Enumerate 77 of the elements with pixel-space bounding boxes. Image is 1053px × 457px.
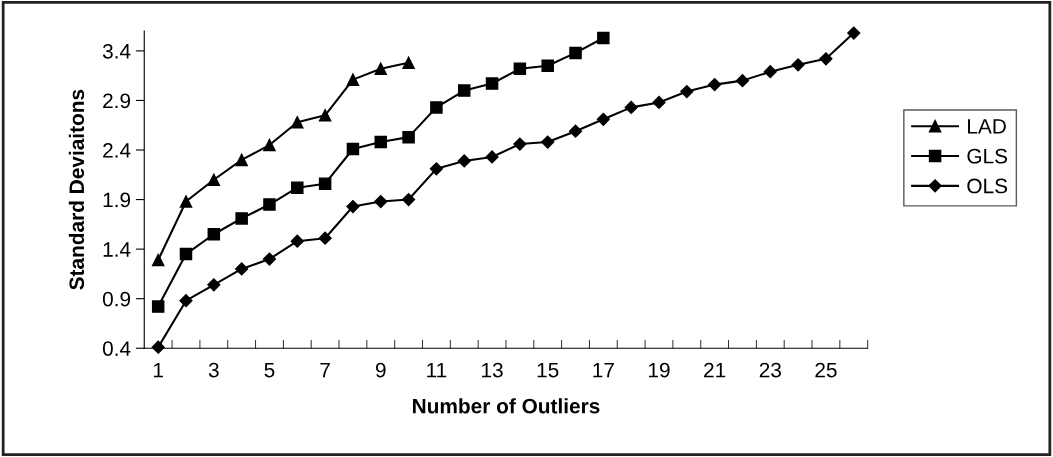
point bbox=[847, 26, 861, 40]
x-tick-label: 11 bbox=[427, 362, 447, 378]
x-tick-label: 15 bbox=[537, 362, 559, 378]
legend-label: LAD bbox=[968, 119, 1006, 134]
point bbox=[374, 135, 388, 149]
x-tick-label: 19 bbox=[649, 362, 670, 378]
point bbox=[680, 84, 694, 99]
x-tick-label: 5 bbox=[264, 362, 275, 378]
point bbox=[318, 231, 332, 245]
point bbox=[179, 195, 193, 208]
x-tick-label: 17 bbox=[593, 362, 614, 378]
point bbox=[485, 77, 499, 90]
point bbox=[569, 46, 582, 60]
point bbox=[429, 162, 443, 176]
point bbox=[290, 234, 304, 248]
point bbox=[401, 192, 416, 207]
point bbox=[263, 138, 276, 152]
point bbox=[263, 198, 276, 211]
point bbox=[541, 135, 555, 149]
x-axis-title: Number of Outliers bbox=[413, 398, 600, 414]
point bbox=[179, 247, 193, 261]
point bbox=[291, 116, 304, 129]
point bbox=[457, 84, 471, 97]
point bbox=[346, 199, 360, 214]
point bbox=[346, 73, 360, 86]
point bbox=[346, 142, 360, 156]
point bbox=[568, 124, 583, 138]
y-tick-label: 3.4 bbox=[102, 43, 131, 59]
point bbox=[207, 173, 221, 186]
point bbox=[207, 228, 221, 241]
legend-label: GLS bbox=[967, 148, 1008, 164]
point bbox=[235, 153, 248, 167]
point bbox=[708, 78, 722, 92]
x-tick-label: 23 bbox=[759, 362, 781, 378]
x-tick-label: 21 bbox=[704, 362, 726, 378]
point bbox=[513, 137, 527, 151]
point bbox=[485, 150, 499, 164]
legend-label: OLS bbox=[967, 178, 1008, 194]
point bbox=[763, 65, 777, 79]
point bbox=[151, 300, 165, 313]
point bbox=[207, 278, 221, 292]
point bbox=[318, 109, 332, 122]
y-tick-label: 2.4 bbox=[103, 143, 131, 158]
point bbox=[430, 101, 443, 114]
point bbox=[513, 62, 527, 75]
point bbox=[652, 95, 666, 110]
point bbox=[235, 262, 249, 276]
point bbox=[151, 253, 165, 267]
point bbox=[291, 181, 304, 194]
point bbox=[735, 74, 750, 88]
point bbox=[457, 154, 471, 168]
y-axis-title: Standard Deviaitons bbox=[68, 89, 85, 290]
y-tick-label: 0.9 bbox=[102, 291, 131, 307]
y-tick-label: 1.4 bbox=[103, 242, 131, 257]
x-tick-label: 7 bbox=[320, 362, 330, 378]
point bbox=[597, 31, 610, 45]
x-tick-label: 1 bbox=[153, 362, 163, 378]
x-tick-label: 13 bbox=[482, 362, 503, 378]
point bbox=[541, 59, 554, 73]
point bbox=[318, 177, 332, 190]
point bbox=[624, 100, 638, 114]
x-tick-label: 25 bbox=[815, 362, 837, 378]
point bbox=[402, 56, 415, 70]
x-tick-label: 9 bbox=[375, 362, 386, 378]
point bbox=[235, 212, 248, 225]
y-tick-label: 0.4 bbox=[102, 341, 131, 356]
point bbox=[374, 62, 388, 75]
point bbox=[262, 252, 277, 266]
point bbox=[791, 58, 805, 72]
point bbox=[179, 294, 193, 308]
point bbox=[596, 112, 610, 126]
y-tick-label: 2.9 bbox=[103, 93, 131, 109]
point bbox=[819, 52, 833, 66]
x-tick-label: 3 bbox=[208, 362, 219, 378]
y-tick-label: 1.9 bbox=[103, 192, 131, 208]
point bbox=[374, 194, 388, 209]
point bbox=[402, 130, 415, 144]
